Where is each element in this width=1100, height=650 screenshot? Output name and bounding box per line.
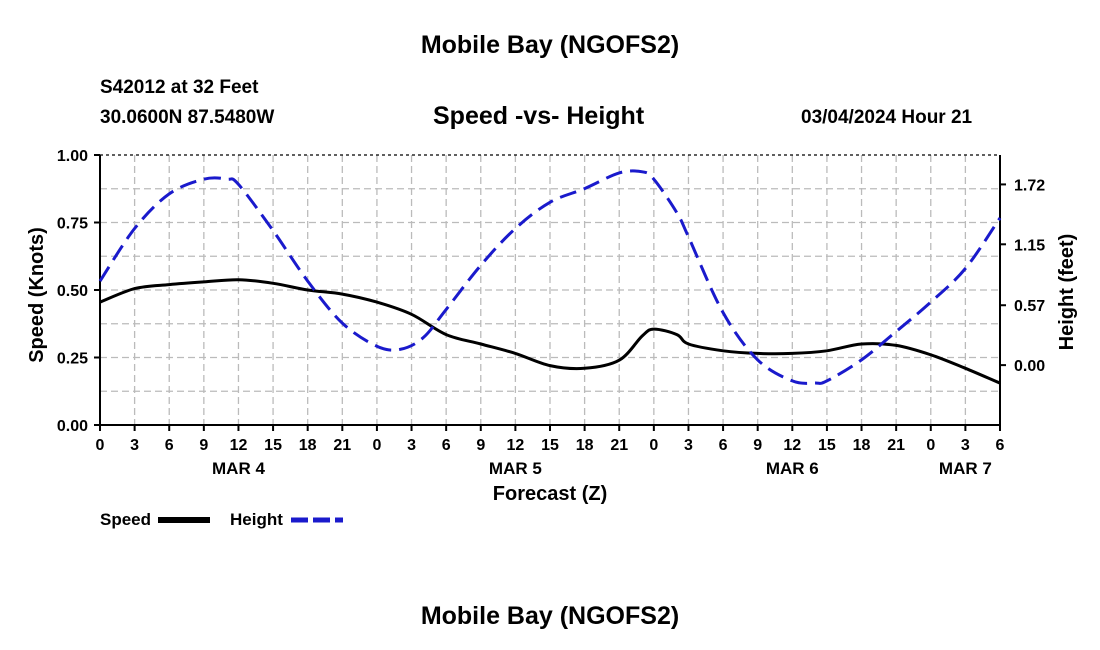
x-tick-label: 6 bbox=[165, 437, 174, 454]
y-left-axis-title: Speed (Knots) bbox=[26, 227, 48, 363]
series-line-speed bbox=[99, 278, 1001, 385]
x-tick-label: 15 bbox=[264, 437, 282, 454]
y-right-tick-label: 0.57 bbox=[1014, 298, 1045, 315]
chart-title-top: Mobile Bay (NGOFS2) bbox=[420, 31, 680, 59]
x-tick-label: 15 bbox=[541, 437, 559, 454]
x-day-label: MAR 6 bbox=[766, 459, 819, 478]
station-coords: 30.0600N 87.5480W bbox=[100, 107, 275, 128]
x-tick-label: 0 bbox=[649, 437, 658, 454]
x-tick-label: 18 bbox=[576, 437, 594, 454]
x-day-label: MAR 7 bbox=[939, 459, 992, 478]
y-left-tick-label: 0.00 bbox=[57, 418, 88, 435]
y-right-tick-label: 1.72 bbox=[1014, 177, 1045, 194]
x-tick-label: 0 bbox=[96, 437, 105, 454]
x-tick-label: 18 bbox=[853, 437, 871, 454]
series-line-height bbox=[98, 169, 1002, 385]
y-left-tick-label: 1.00 bbox=[57, 148, 88, 165]
legend-label-speed: Speed bbox=[100, 510, 151, 529]
chart-subtitle: Speed -vs- Height bbox=[433, 102, 645, 130]
x-tick-label: 12 bbox=[230, 437, 248, 454]
x-day-label: MAR 4 bbox=[212, 459, 265, 478]
x-tick-label: 0 bbox=[372, 437, 381, 454]
x-tick-label: 6 bbox=[442, 437, 451, 454]
x-tick-label: 21 bbox=[333, 437, 351, 454]
x-tick-label: 0 bbox=[926, 437, 935, 454]
x-axis-title: Forecast (Z) bbox=[493, 483, 607, 505]
station-label: S42012 at 32 Feet bbox=[100, 77, 259, 98]
x-tick-label: 3 bbox=[684, 437, 693, 454]
x-tick-label: 9 bbox=[476, 437, 485, 454]
y-right-tick-label: 0.00 bbox=[1014, 358, 1045, 375]
x-tick-label: 12 bbox=[783, 437, 801, 454]
forecast-datetime: 03/04/2024 Hour 21 bbox=[801, 107, 973, 128]
y-left-tick-label: 0.25 bbox=[57, 351, 88, 368]
x-tick-label: 9 bbox=[199, 437, 208, 454]
y-right-axis-title: Height (feet) bbox=[1056, 234, 1078, 351]
x-tick-label: 3 bbox=[130, 437, 139, 454]
x-day-label: MAR 5 bbox=[489, 459, 542, 478]
x-tick-label: 6 bbox=[719, 437, 728, 454]
x-tick-label: 6 bbox=[996, 437, 1005, 454]
x-tick-label: 18 bbox=[299, 437, 317, 454]
y-left-tick-label: 0.50 bbox=[57, 283, 88, 300]
y-left-tick-label: 0.75 bbox=[57, 216, 88, 233]
x-tick-label: 3 bbox=[961, 437, 970, 454]
y-right-tick-label: 1.15 bbox=[1014, 237, 1045, 254]
x-tick-label: 12 bbox=[506, 437, 524, 454]
legend-label-height: Height bbox=[230, 510, 283, 529]
x-tick-label: 21 bbox=[887, 437, 905, 454]
chart-title-bottom: Mobile Bay (NGOFS2) bbox=[420, 602, 680, 630]
x-tick-label: 21 bbox=[610, 437, 628, 454]
x-tick-label: 3 bbox=[407, 437, 416, 454]
x-tick-label: 15 bbox=[818, 437, 836, 454]
x-tick-label: 9 bbox=[753, 437, 762, 454]
